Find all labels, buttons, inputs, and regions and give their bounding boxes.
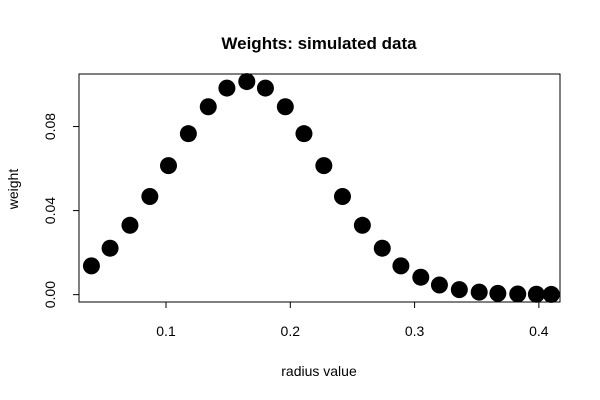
x-tick-label: 0.3 <box>405 323 425 339</box>
data-point <box>159 157 177 175</box>
x-axis: 0.1 0.2 0.3 0.4 <box>156 301 549 339</box>
x-tick-label: 0.1 <box>156 323 176 339</box>
data-point <box>373 239 391 257</box>
x-tick-label: 0.4 <box>529 323 549 339</box>
y-axis: 0.00 0.04 0.08 <box>42 113 80 308</box>
data-point <box>392 257 410 275</box>
data-point <box>450 281 468 299</box>
plot-frame <box>78 73 561 303</box>
data-point <box>276 98 294 116</box>
data-points <box>82 73 560 303</box>
data-point <box>315 157 333 175</box>
data-point <box>82 257 100 275</box>
x-tick-label: 0.2 <box>281 323 301 339</box>
x-axis-label: radius value <box>281 363 357 379</box>
chart-title: Weights: simulated data <box>221 34 417 53</box>
data-point <box>179 125 197 143</box>
y-tick-label: 0.00 <box>42 281 58 308</box>
data-point <box>527 285 545 303</box>
data-point <box>509 285 527 303</box>
data-point <box>238 73 256 91</box>
y-tick-label: 0.08 <box>42 113 58 140</box>
data-point <box>295 125 313 143</box>
data-point <box>353 216 371 234</box>
data-point <box>121 216 139 234</box>
data-point <box>542 285 560 303</box>
y-axis-label: weight <box>5 169 21 211</box>
data-point <box>256 79 274 97</box>
data-point <box>430 276 448 294</box>
y-tick-label: 0.04 <box>42 197 58 224</box>
data-point <box>101 239 119 257</box>
data-point <box>470 283 488 301</box>
data-point <box>333 188 351 206</box>
data-point <box>141 188 159 206</box>
data-point <box>199 98 217 116</box>
data-point <box>489 284 507 302</box>
data-point <box>218 79 236 97</box>
data-point <box>412 268 430 286</box>
